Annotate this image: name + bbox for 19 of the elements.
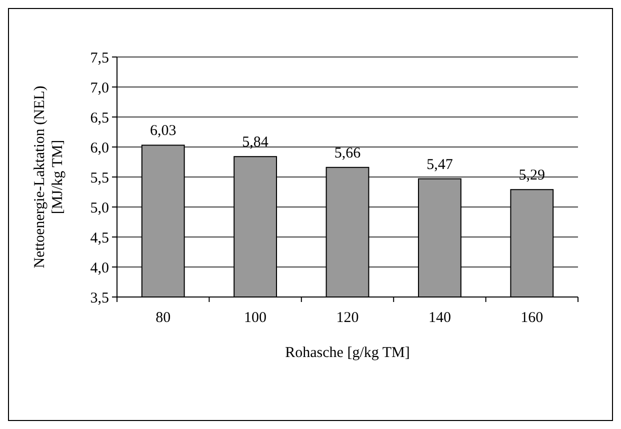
y-tick-label: 7,5 xyxy=(90,50,109,66)
y-tick-label: 3,5 xyxy=(90,290,109,306)
x-tick-label: 160 xyxy=(520,310,544,326)
x-axis-title: Rohasche [g/kg TM] xyxy=(285,345,410,361)
y-tick-label: 7,0 xyxy=(90,80,109,96)
y-tick-label: 4,5 xyxy=(90,230,109,246)
data-label: 6,03 xyxy=(150,123,176,140)
y-tick-label: 6,5 xyxy=(90,110,109,126)
x-tick-label: 120 xyxy=(336,310,359,326)
y-tick-label: 4,0 xyxy=(90,260,109,276)
data-label: 5,66 xyxy=(334,145,362,162)
x-tick-label: 100 xyxy=(244,310,267,326)
data-label: 5,47 xyxy=(426,156,454,173)
y-axis-title: Nettoenergie-Laktation (NEL) [MJ/kg TM] xyxy=(32,86,66,268)
y-tick-label: 6,0 xyxy=(90,140,109,156)
x-tick-label: 140 xyxy=(428,310,451,326)
y-tick-label: 5,5 xyxy=(90,170,109,186)
x-tick-label: 80 xyxy=(156,310,171,326)
y-tick-label: 5,0 xyxy=(90,200,109,216)
